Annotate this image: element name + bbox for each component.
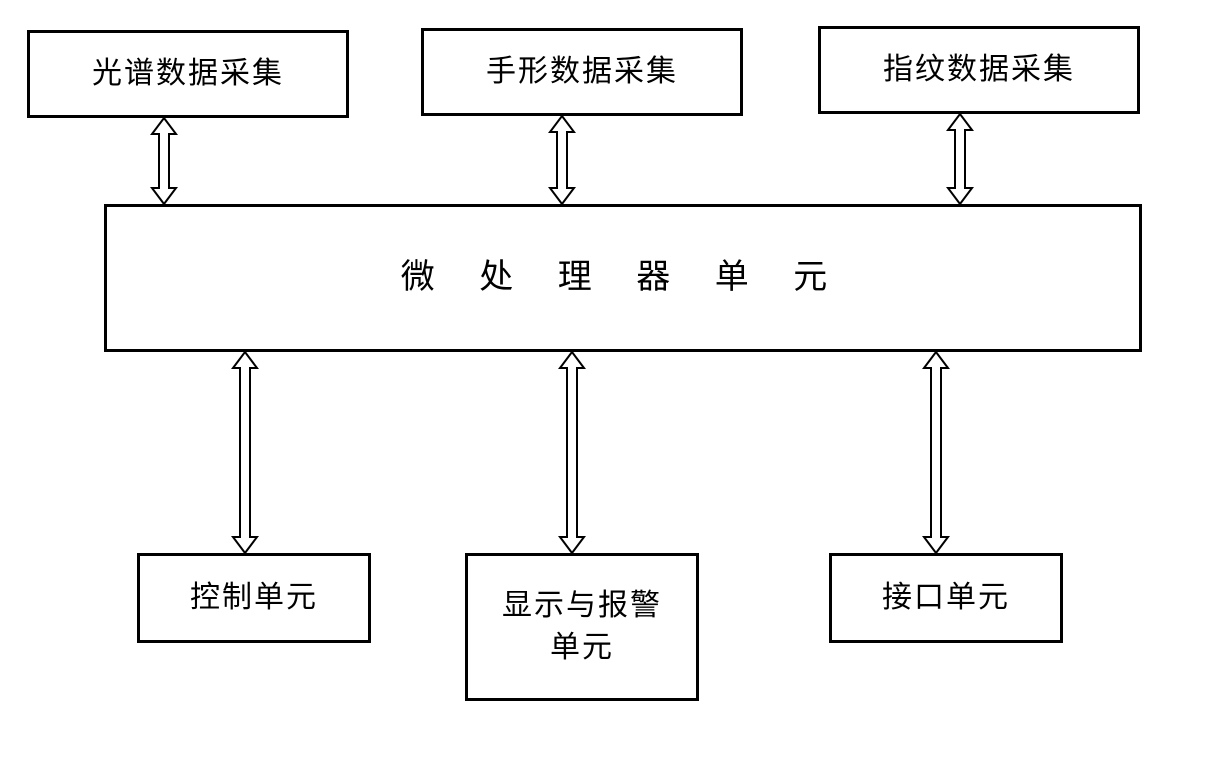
arrow-bottom-right <box>922 352 950 553</box>
node-microprocessor: 微 处 理 器 单 元 <box>104 204 1142 352</box>
node-label: 光谱数据采集 <box>92 53 284 95</box>
node-interface-unit: 接口单元 <box>829 553 1063 643</box>
node-label: 手形数据采集 <box>486 51 678 93</box>
system-diagram: 光谱数据采集 手形数据采集 指纹数据采集 微 处 理 器 单 元 控制单元 显示… <box>0 0 1227 772</box>
node-fingerprint-collection: 指纹数据采集 <box>818 26 1140 114</box>
node-label: 接口单元 <box>882 577 1010 619</box>
node-control-unit: 控制单元 <box>137 553 371 643</box>
arrow-top-right <box>946 114 974 204</box>
node-label: 显示与报警 单元 <box>502 585 662 669</box>
arrow-top-center <box>548 116 576 204</box>
arrow-bottom-left <box>231 352 259 553</box>
node-label: 控制单元 <box>190 577 318 619</box>
node-label: 指纹数据采集 <box>883 49 1075 91</box>
arrow-bottom-center <box>558 352 586 553</box>
node-label: 微 处 理 器 单 元 <box>401 254 846 302</box>
node-display-alarm: 显示与报警 单元 <box>465 553 699 701</box>
arrow-top-left <box>150 118 178 204</box>
node-spectrum-collection: 光谱数据采集 <box>27 30 349 118</box>
node-hand-collection: 手形数据采集 <box>421 28 743 116</box>
